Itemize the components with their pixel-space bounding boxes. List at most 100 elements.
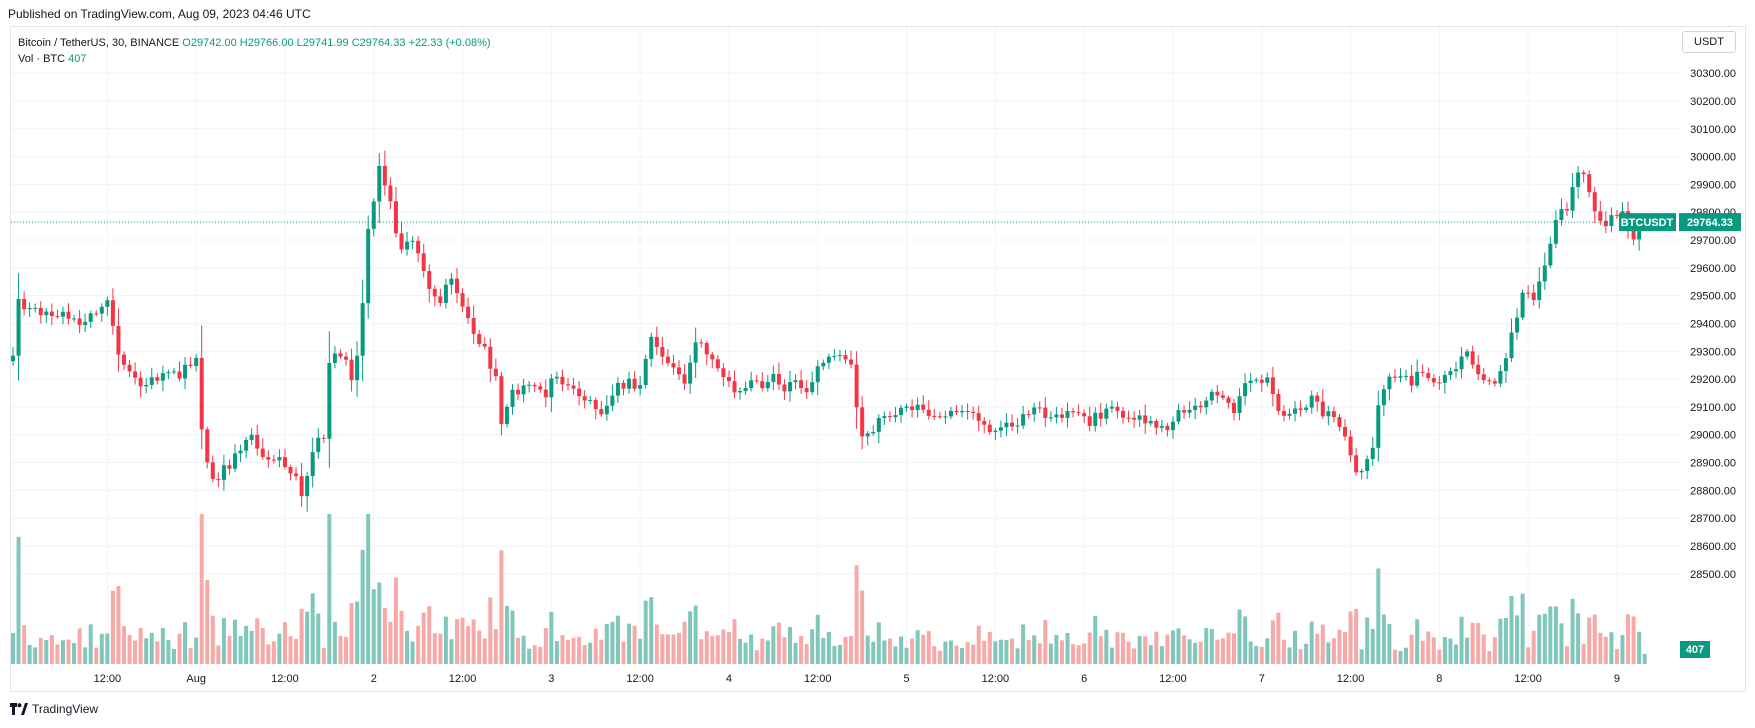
candle-body — [876, 417, 881, 432]
volume-bar — [643, 600, 648, 664]
candle-body — [738, 391, 743, 393]
volume-bar — [1215, 639, 1220, 664]
candle-body — [1198, 405, 1203, 408]
candle-body — [732, 381, 737, 393]
candle-body — [1565, 209, 1569, 211]
volume-bar — [1409, 634, 1414, 664]
volume-bar — [837, 645, 842, 664]
volume-bar — [1276, 612, 1281, 664]
candle-body — [571, 385, 576, 389]
volume-bar — [960, 648, 965, 664]
candle-body — [1254, 379, 1259, 381]
candle-body — [1365, 459, 1370, 471]
volume-bar — [1226, 632, 1231, 664]
volume-bar — [160, 627, 165, 664]
volume-bar — [582, 644, 587, 664]
candle-body — [371, 201, 376, 229]
volume-bar — [1359, 649, 1364, 664]
y-axis-tick-label: 29700.00 — [1690, 235, 1736, 247]
volume-bar — [1515, 615, 1520, 664]
candle-body — [360, 303, 365, 356]
candle-body — [1548, 243, 1553, 266]
candle-body — [377, 165, 382, 202]
candle-body — [1193, 405, 1198, 410]
tradingview-brand[interactable]: TradingView — [10, 702, 98, 716]
candle-body — [471, 317, 476, 334]
candle-body — [1170, 421, 1175, 431]
volume-bar — [1348, 611, 1353, 664]
volume-bar — [910, 638, 915, 664]
volume-bar — [1448, 638, 1453, 664]
volume-bar — [410, 641, 415, 664]
volume-bar — [1637, 631, 1642, 664]
candle-body — [160, 373, 165, 381]
volume-bar — [22, 625, 27, 664]
legend-volume-label[interactable]: Vol · BTC — [18, 53, 66, 65]
candle-body — [588, 399, 593, 401]
candle-body — [887, 416, 892, 418]
volume-bar — [271, 641, 276, 664]
volume-bar — [133, 640, 138, 664]
volume-bar — [538, 646, 543, 664]
candle-body — [688, 362, 693, 384]
x-axis-tick-label: 8 — [1436, 673, 1442, 685]
candle-body — [1154, 420, 1159, 428]
candle-body — [1121, 410, 1125, 418]
volume-bar — [1426, 631, 1431, 664]
y-axis-tick-label: 29400.00 — [1690, 318, 1736, 330]
candle-body — [893, 415, 898, 418]
y-axis-tick-label: 28700.00 — [1690, 513, 1736, 525]
volume-bar — [1265, 638, 1270, 664]
candle-body — [88, 313, 93, 322]
volume-bar — [249, 630, 254, 664]
volume-bar — [199, 514, 204, 664]
candle-body — [699, 342, 704, 344]
volume-bar — [1198, 641, 1203, 664]
candle-body — [1587, 174, 1592, 193]
candle-body — [1048, 417, 1053, 419]
candle-body — [233, 453, 237, 469]
volume-bar — [244, 625, 249, 664]
chart-frame[interactable] — [10, 26, 1746, 692]
currency-button[interactable]: USDT — [1682, 31, 1736, 53]
volume-bar — [510, 610, 515, 664]
legend-symbol[interactable]: Bitcoin / TetherUS, 30, BINANCE — [18, 37, 180, 49]
candle-body — [1537, 281, 1542, 301]
candle-body — [1243, 383, 1248, 397]
volume-bar — [49, 635, 54, 664]
candle-body — [871, 431, 876, 434]
candle-body — [449, 278, 454, 285]
candle-body — [726, 377, 731, 382]
candle-body — [1415, 371, 1420, 386]
volume-bar — [926, 631, 931, 664]
volume-bar — [449, 639, 454, 664]
candle-body — [693, 342, 698, 363]
volume-bar — [554, 641, 559, 664]
volume-bar — [743, 642, 748, 664]
candle-body — [1293, 408, 1298, 414]
candle-body — [921, 404, 926, 410]
volume-bar — [1182, 635, 1187, 664]
volume-bar — [621, 641, 626, 664]
volume-bar — [371, 589, 376, 664]
volume-bar — [1503, 618, 1508, 664]
candle-body — [1637, 228, 1642, 240]
candle-body — [837, 355, 842, 357]
symbol-tag — [1619, 213, 1676, 232]
candle-body — [1082, 413, 1087, 417]
volume-bar — [416, 625, 421, 664]
candle-body — [1132, 417, 1137, 420]
candle-body — [516, 389, 521, 395]
candle-body — [1148, 420, 1153, 424]
volume-bar — [826, 631, 831, 664]
candle-body — [566, 384, 570, 386]
candle-body — [1093, 412, 1098, 426]
candle-body — [987, 424, 992, 433]
volume-bar — [327, 514, 332, 664]
candle-body — [277, 457, 282, 461]
candle-body — [1409, 375, 1414, 386]
volume-bar — [649, 597, 654, 664]
volume-bar — [122, 626, 126, 664]
x-axis-tick-label: 12:00 — [271, 673, 299, 685]
